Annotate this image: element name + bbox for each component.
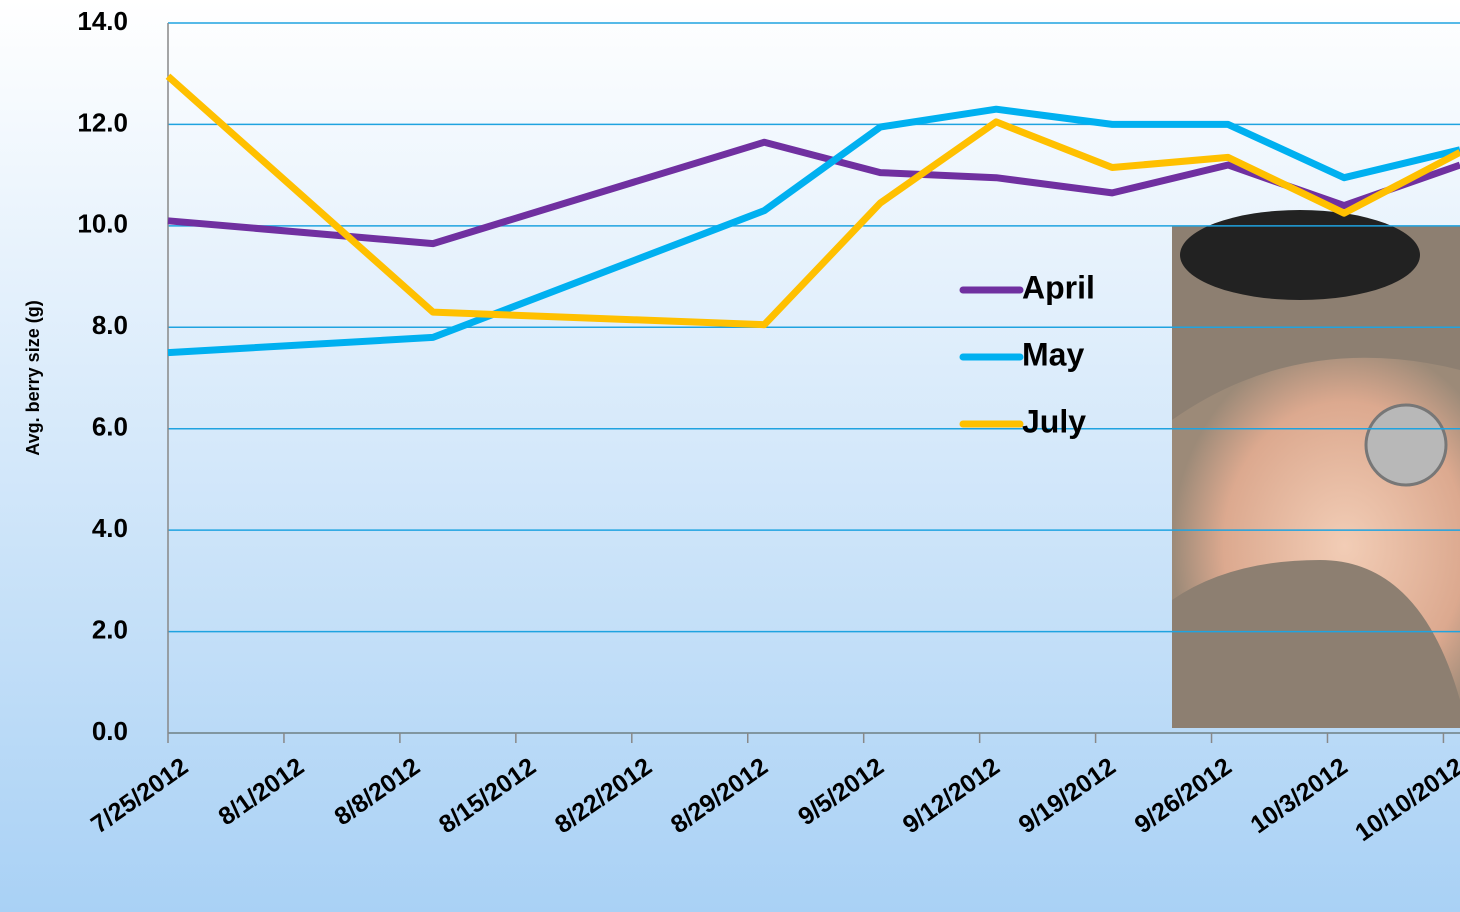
y-tick-label: 8.0	[92, 310, 128, 340]
y-tick-label: 6.0	[92, 412, 128, 442]
y-tick-label: 4.0	[92, 513, 128, 543]
y-tick-label: 2.0	[92, 614, 128, 644]
legend-label: April	[1022, 269, 1095, 305]
chart: 0.02.04.06.08.010.012.014.07/25/20128/1/…	[0, 0, 1460, 912]
legend-label: May	[1022, 336, 1084, 372]
page: 0.02.04.06.08.010.012.014.07/25/20128/1/…	[0, 0, 1460, 912]
y-tick-label: 14.0	[77, 6, 128, 36]
photo-coin	[1366, 405, 1446, 485]
photo	[1172, 210, 1460, 728]
y-tick-label: 10.0	[77, 209, 128, 239]
photo-shadow	[1180, 210, 1420, 300]
legend-label: July	[1022, 403, 1086, 439]
y-axis-label: Avg. berry size (g)	[23, 300, 43, 455]
y-tick-label: 0.0	[92, 716, 128, 746]
y-tick-label: 12.0	[77, 107, 128, 137]
